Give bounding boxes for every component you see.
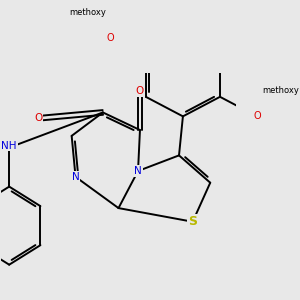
Text: S: S (188, 215, 197, 228)
Text: O: O (253, 111, 261, 122)
Text: O: O (136, 86, 144, 96)
Text: NH: NH (2, 141, 17, 151)
Text: methoxy: methoxy (69, 8, 106, 17)
Text: methoxy: methoxy (262, 86, 299, 95)
Text: N: N (72, 172, 80, 182)
Text: O: O (34, 113, 43, 123)
Text: O: O (107, 33, 115, 43)
Text: N: N (134, 166, 142, 176)
